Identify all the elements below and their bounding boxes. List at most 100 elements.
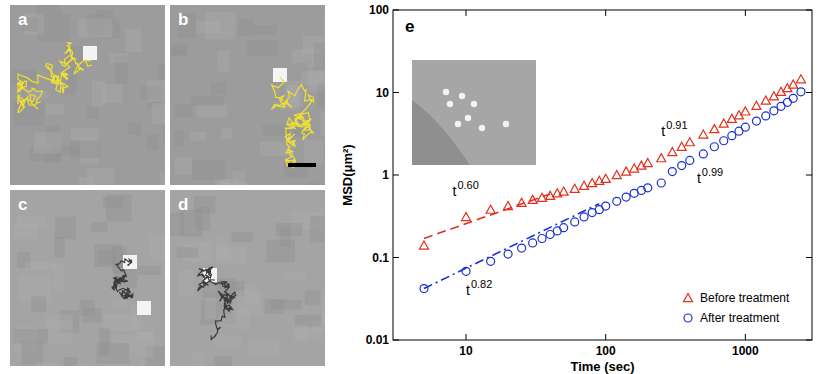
texture: [232, 171, 244, 185]
texture: [86, 106, 99, 119]
texture: [264, 299, 284, 314]
texture: [92, 81, 105, 107]
data-point: [699, 150, 707, 158]
texture: [82, 308, 101, 323]
texture: [53, 264, 65, 291]
texture: [205, 298, 216, 320]
annotation-exponent: 0.91: [666, 119, 687, 131]
annotation: t0.91: [661, 119, 687, 139]
texture: [112, 298, 127, 309]
data-point: [657, 179, 665, 187]
plot-frame: [393, 10, 812, 340]
texture: [205, 12, 236, 40]
inset-spot: [479, 125, 485, 131]
data-point: [622, 167, 631, 175]
data-point: [789, 80, 798, 88]
texture: [190, 132, 206, 141]
annotation: t0.60: [452, 179, 478, 199]
panel-content: [170, 5, 325, 185]
texture: [36, 5, 62, 15]
inset-spot: [503, 121, 509, 127]
panel-content: [10, 190, 165, 366]
data-point: [741, 123, 749, 131]
texture: [17, 216, 45, 228]
trajectory: [112, 259, 133, 299]
data-point: [741, 107, 750, 115]
texture: [305, 291, 321, 305]
texture: [248, 342, 279, 357]
inset-image: [412, 60, 536, 165]
inset-spot: [455, 121, 461, 127]
texture: [14, 329, 48, 343]
texture: [149, 235, 165, 259]
bright-spot: [273, 68, 287, 82]
data-point: [486, 205, 495, 213]
data-point: [657, 154, 666, 162]
x-tick: [605, 334, 606, 340]
texture: [97, 343, 130, 364]
data-point: [420, 285, 428, 293]
panel-background: [170, 5, 325, 185]
texture: [170, 213, 184, 236]
texture: [55, 217, 76, 240]
texture: [254, 25, 277, 35]
data-point: [643, 158, 652, 166]
texture: [128, 123, 141, 135]
annotation: t0.99: [697, 166, 723, 186]
legend: Before treatmentAfter treatment: [684, 291, 791, 325]
data-point: [504, 202, 513, 210]
texture: [192, 160, 226, 180]
y-tick: [806, 175, 812, 176]
inset-cell: [412, 60, 536, 165]
panel-label: b: [178, 10, 188, 29]
texture: [91, 222, 108, 232]
texture: [191, 96, 224, 106]
x-tick: [466, 334, 467, 340]
texture: [160, 172, 165, 185]
texture: [46, 314, 73, 329]
x-tick: [605, 10, 606, 16]
scale-bar: [288, 163, 316, 167]
trajectory: [271, 77, 313, 168]
texture: [171, 44, 187, 55]
data-point: [580, 213, 588, 221]
data-point: [571, 218, 579, 226]
texture: [308, 183, 325, 185]
texture: [106, 195, 132, 222]
data-point: [796, 75, 805, 83]
inset-spot: [443, 89, 449, 95]
texture: [13, 102, 44, 127]
texture: [98, 250, 115, 263]
texture: [147, 135, 158, 150]
texture: [71, 140, 101, 158]
data-point: [559, 187, 568, 195]
texture: [214, 336, 241, 346]
texture: [175, 157, 192, 175]
y-tick-label: 0.1: [372, 251, 389, 265]
data-point: [668, 168, 676, 176]
data-point: [762, 112, 770, 120]
panel-label: d: [178, 195, 188, 214]
texture: [217, 237, 227, 260]
legend-marker: [684, 314, 692, 322]
texture: [152, 103, 165, 124]
data-point: [538, 193, 547, 201]
annotation-exponent: 0.82: [471, 278, 492, 290]
texture: [239, 19, 254, 36]
data-point: [719, 119, 728, 127]
annotation-exponent: 0.60: [457, 179, 478, 191]
panel-label: c: [18, 195, 27, 214]
x-tick-label: 100: [596, 344, 616, 358]
legend-label: Before treatment: [700, 291, 790, 305]
y-tick: [806, 257, 812, 258]
data-point: [504, 250, 512, 258]
data-point: [602, 202, 610, 210]
texture: [136, 332, 153, 358]
data-point: [720, 137, 728, 145]
data-point: [728, 132, 736, 140]
panel-background: [10, 5, 165, 185]
texture: [310, 216, 325, 243]
fit-line: [424, 204, 599, 289]
trajectory: [198, 267, 236, 340]
data-point: [710, 125, 719, 133]
